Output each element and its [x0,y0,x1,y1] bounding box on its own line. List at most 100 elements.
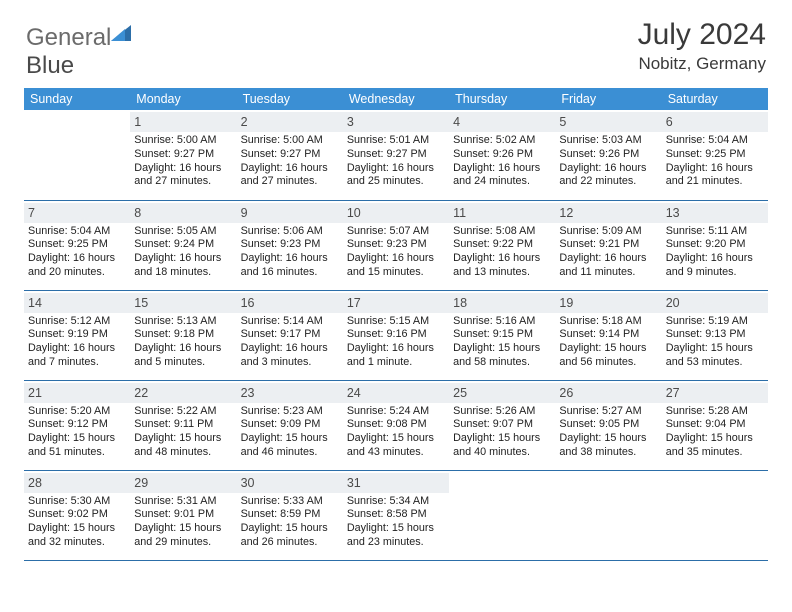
calendar-cell: 3Sunrise: 5:01 AMSunset: 9:27 PMDaylight… [343,110,449,200]
day-header: Saturday [662,88,768,110]
sunset-line: Sunset: 9:15 PM [453,328,551,342]
day-number: 14 [24,293,130,313]
day-cell: 17Sunrise: 5:15 AMSunset: 9:16 PMDayligh… [343,291,449,376]
sunrise-line: Sunrise: 5:24 AM [347,405,445,419]
day-number: 13 [662,203,768,223]
sunrise-line: Sunrise: 5:20 AM [28,405,126,419]
sunset-line: Sunset: 9:13 PM [666,328,764,342]
daylight-line: Daylight: 15 hours and 29 minutes. [134,522,232,550]
day-number: 8 [130,203,236,223]
logo-text: General Blue [26,24,131,80]
calendar-head: SundayMondayTuesdayWednesdayThursdayFrid… [24,88,768,110]
calendar-cell: 19Sunrise: 5:18 AMSunset: 9:14 PMDayligh… [555,290,661,380]
day-cell: 5Sunrise: 5:03 AMSunset: 9:26 PMDaylight… [555,110,661,195]
daylight-line: Daylight: 16 hours and 7 minutes. [28,342,126,370]
calendar-cell: 16Sunrise: 5:14 AMSunset: 9:17 PMDayligh… [237,290,343,380]
day-header: Friday [555,88,661,110]
daylight-line: Daylight: 16 hours and 3 minutes. [241,342,339,370]
calendar-body: 1Sunrise: 5:00 AMSunset: 9:27 PMDaylight… [24,110,768,560]
day-number: 29 [130,473,236,493]
day-cell: 21Sunrise: 5:20 AMSunset: 9:12 PMDayligh… [24,381,130,466]
sunset-line: Sunset: 9:27 PM [134,148,232,162]
daylight-line: Daylight: 15 hours and 51 minutes. [28,432,126,460]
sunrise-line: Sunrise: 5:04 AM [28,225,126,239]
sunset-line: Sunset: 9:01 PM [134,508,232,522]
sunset-line: Sunset: 9:19 PM [28,328,126,342]
day-number: 25 [449,383,555,403]
sunrise-line: Sunrise: 5:01 AM [347,134,445,148]
sunrise-line: Sunrise: 5:16 AM [453,315,551,329]
sunset-line: Sunset: 9:24 PM [134,238,232,252]
sunset-line: Sunset: 9:27 PM [347,148,445,162]
day-number: 10 [343,203,449,223]
day-cell: 9Sunrise: 5:06 AMSunset: 9:23 PMDaylight… [237,201,343,286]
day-cell: 25Sunrise: 5:26 AMSunset: 9:07 PMDayligh… [449,381,555,466]
calendar-cell: 26Sunrise: 5:27 AMSunset: 9:05 PMDayligh… [555,380,661,470]
sunset-line: Sunset: 8:59 PM [241,508,339,522]
calendar-cell: 31Sunrise: 5:34 AMSunset: 8:58 PMDayligh… [343,470,449,560]
day-cell: 19Sunrise: 5:18 AMSunset: 9:14 PMDayligh… [555,291,661,376]
day-number: 5 [555,112,661,132]
calendar-cell: 2Sunrise: 5:00 AMSunset: 9:27 PMDaylight… [237,110,343,200]
day-number: 22 [130,383,236,403]
sunrise-line: Sunrise: 5:04 AM [666,134,764,148]
day-cell: 28Sunrise: 5:30 AMSunset: 9:02 PMDayligh… [24,471,130,556]
sunset-line: Sunset: 9:05 PM [559,418,657,432]
day-cell: 16Sunrise: 5:14 AMSunset: 9:17 PMDayligh… [237,291,343,376]
logo: General Blue [26,18,131,80]
day-number: 11 [449,203,555,223]
sunset-line: Sunset: 9:18 PM [134,328,232,342]
daylight-line: Daylight: 16 hours and 22 minutes. [559,162,657,190]
day-cell: 3Sunrise: 5:01 AMSunset: 9:27 PMDaylight… [343,110,449,195]
day-header: Thursday [449,88,555,110]
sunset-line: Sunset: 9:25 PM [666,148,764,162]
day-cell: 31Sunrise: 5:34 AMSunset: 8:58 PMDayligh… [343,471,449,556]
day-number: 6 [662,112,768,132]
sunset-line: Sunset: 9:23 PM [241,238,339,252]
day-number: 23 [237,383,343,403]
calendar-cell: 24Sunrise: 5:24 AMSunset: 9:08 PMDayligh… [343,380,449,470]
daylight-line: Daylight: 16 hours and 20 minutes. [28,252,126,280]
sunset-line: Sunset: 9:23 PM [347,238,445,252]
daylight-line: Daylight: 16 hours and 21 minutes. [666,162,764,190]
day-cell: 10Sunrise: 5:07 AMSunset: 9:23 PMDayligh… [343,201,449,286]
calendar-cell-empty [449,470,555,560]
logo-word1: General [26,24,111,51]
day-number: 26 [555,383,661,403]
calendar-cell: 7 Sunrise: 5:04 AMSunset: 9:25 PMDaylight… [24,200,130,290]
day-cell: 27Sunrise: 5:28 AMSunset: 9:04 PMDayligh… [662,381,768,466]
day-number: 3 [343,112,449,132]
sunrise-line: Sunrise: 5:09 AM [559,225,657,239]
calendar-cell: 14Sunrise: 5:12 AMSunset: 9:19 PMDayligh… [24,290,130,380]
day-cell: 2Sunrise: 5:00 AMSunset: 9:27 PMDaylight… [237,110,343,195]
day-cell: 22Sunrise: 5:22 AMSunset: 9:11 PMDayligh… [130,381,236,466]
sunset-line: Sunset: 9:04 PM [666,418,764,432]
day-number: 15 [130,293,236,313]
daylight-line: Daylight: 15 hours and 43 minutes. [347,432,445,460]
sunset-line: Sunset: 8:58 PM [347,508,445,522]
day-cell: 15Sunrise: 5:13 AMSunset: 9:18 PMDayligh… [130,291,236,376]
day-number: 16 [237,293,343,313]
sunset-line: Sunset: 9:25 PM [28,238,126,252]
calendar-cell: 17Sunrise: 5:15 AMSunset: 9:16 PMDayligh… [343,290,449,380]
daylight-line: Daylight: 15 hours and 56 minutes. [559,342,657,370]
day-number: 7 [24,203,130,223]
day-cell: 13Sunrise: 5:11 AMSunset: 9:20 PMDayligh… [662,201,768,286]
day-cell: 12Sunrise: 5:09 AMSunset: 9:21 PMDayligh… [555,201,661,286]
daylight-line: Daylight: 16 hours and 24 minutes. [453,162,551,190]
daylight-line: Daylight: 16 hours and 9 minutes. [666,252,764,280]
day-header: Sunday [24,88,130,110]
day-cell: 6 Sunrise: 5:04 AMSunset: 9:25 PMDaylight… [662,110,768,195]
sunset-line: Sunset: 9:11 PM [134,418,232,432]
title-block: July 2024 Nobitz, Germany [638,18,766,74]
day-number: 18 [449,293,555,313]
daylight-line: Daylight: 16 hours and 15 minutes. [347,252,445,280]
calendar-cell: 21Sunrise: 5:20 AMSunset: 9:12 PMDayligh… [24,380,130,470]
day-cell: 7 Sunrise: 5:04 AMSunset: 9:25 PMDaylight… [24,201,130,286]
sunset-line: Sunset: 9:09 PM [241,418,339,432]
sunrise-line: Sunrise: 5:27 AM [559,405,657,419]
sunset-line: Sunset: 9:07 PM [453,418,551,432]
daylight-line: Daylight: 15 hours and 23 minutes. [347,522,445,550]
sunrise-line: Sunrise: 5:34 AM [347,495,445,509]
calendar-row: 21Sunrise: 5:20 AMSunset: 9:12 PMDayligh… [24,380,768,470]
